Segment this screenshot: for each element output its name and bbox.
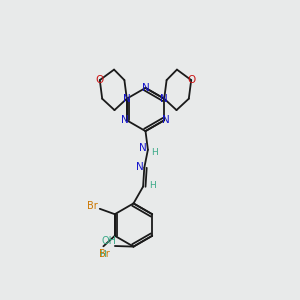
Text: N: N: [142, 83, 149, 93]
Text: N: N: [136, 162, 143, 172]
Text: O: O: [96, 75, 104, 85]
Text: N: N: [160, 94, 168, 104]
Text: N: N: [162, 115, 170, 125]
Text: O: O: [187, 75, 195, 85]
Text: Br: Br: [87, 201, 98, 212]
Text: Br: Br: [99, 249, 110, 260]
Text: H: H: [100, 250, 106, 259]
Text: H: H: [149, 181, 155, 190]
Text: N: N: [121, 115, 129, 125]
Text: N: N: [139, 143, 147, 153]
Text: H: H: [151, 148, 158, 157]
Text: N: N: [123, 94, 131, 104]
Text: OH: OH: [102, 236, 117, 246]
